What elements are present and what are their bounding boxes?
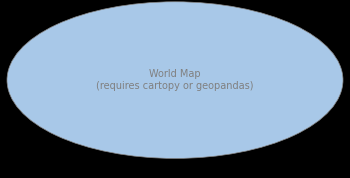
Text: World Map
(requires cartopy or geopandas): World Map (requires cartopy or geopandas… xyxy=(96,69,254,91)
Ellipse shape xyxy=(7,2,343,158)
